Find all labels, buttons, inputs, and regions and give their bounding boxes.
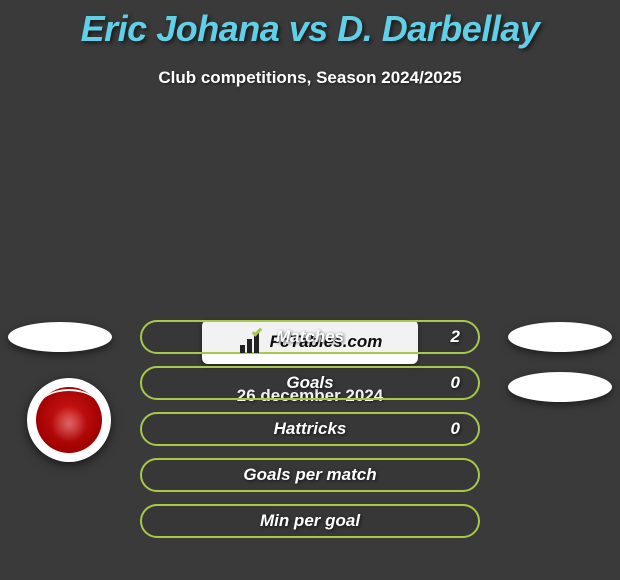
stat-label: Matches	[142, 327, 478, 347]
stat-label: Goals	[142, 373, 478, 393]
stat-label: Min per goal	[142, 511, 478, 531]
club-left-badge	[27, 378, 111, 462]
stat-row-min-per-goal: Min per goal	[140, 504, 480, 538]
fctables-logo-icon	[238, 331, 266, 353]
page-title: Eric Johana vs D. Darbellay	[0, 0, 620, 50]
stat-value: 0	[451, 373, 460, 393]
club-right-placeholder-icon	[508, 372, 612, 402]
stat-label: Hattricks	[142, 419, 478, 439]
club-crest-icon	[36, 387, 102, 453]
subtitle: Club competitions, Season 2024/2025	[0, 68, 620, 88]
stat-row-matches: Matches 2	[140, 320, 480, 354]
stats-column: Matches 2 Goals 0 Hattricks 0 Goals per …	[140, 320, 480, 550]
comparison-panel: Matches 2 Goals 0 Hattricks 0 Goals per …	[0, 320, 620, 406]
player-left-placeholder-icon	[8, 322, 112, 352]
stat-row-goals: Goals 0	[140, 366, 480, 400]
stat-value: 0	[451, 419, 460, 439]
stat-label: Goals per match	[142, 465, 478, 485]
stat-row-hattricks: Hattricks 0	[140, 412, 480, 446]
player-right-placeholder-icon	[508, 322, 612, 352]
stat-value: 2	[451, 327, 460, 347]
stat-row-goals-per-match: Goals per match	[140, 458, 480, 492]
